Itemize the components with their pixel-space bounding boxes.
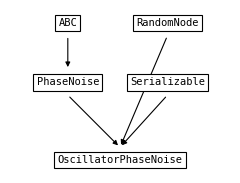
- Text: ABC: ABC: [58, 18, 77, 28]
- Text: Serializable: Serializable: [130, 77, 205, 87]
- Text: OscillatorPhaseNoise: OscillatorPhaseNoise: [58, 155, 182, 165]
- Text: RandomNode: RandomNode: [136, 18, 199, 28]
- Text: PhaseNoise: PhaseNoise: [36, 77, 99, 87]
